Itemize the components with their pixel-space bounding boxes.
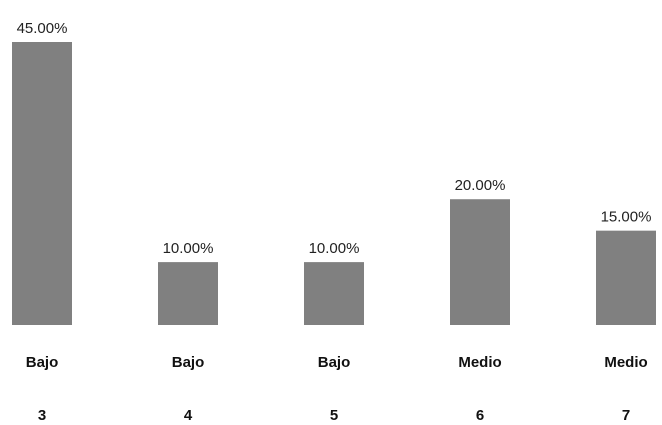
category-score-label: 6 — [476, 407, 484, 424]
data-label: 10.00% — [309, 240, 360, 257]
category-score-label: 7 — [622, 407, 630, 424]
category-score-label: 3 — [38, 407, 46, 424]
category-level-label: Bajo — [318, 354, 351, 371]
data-label: 15.00% — [601, 209, 652, 226]
bar-7 — [596, 230, 656, 325]
category-score-label: 5 — [330, 407, 338, 424]
category-level-label: Medio — [458, 354, 501, 371]
category-level-label: Bajo — [172, 354, 205, 371]
category-level-label: Bajo — [26, 354, 59, 371]
category-level-label: Medio — [604, 354, 647, 371]
bar-5 — [304, 262, 364, 325]
bar-3 — [12, 42, 72, 325]
category-score-label: 4 — [184, 407, 193, 424]
bar-4 — [158, 262, 218, 325]
data-label: 45.00% — [17, 20, 68, 37]
bar-6 — [450, 199, 510, 325]
data-label: 20.00% — [455, 177, 506, 194]
data-label: 10.00% — [163, 240, 214, 257]
